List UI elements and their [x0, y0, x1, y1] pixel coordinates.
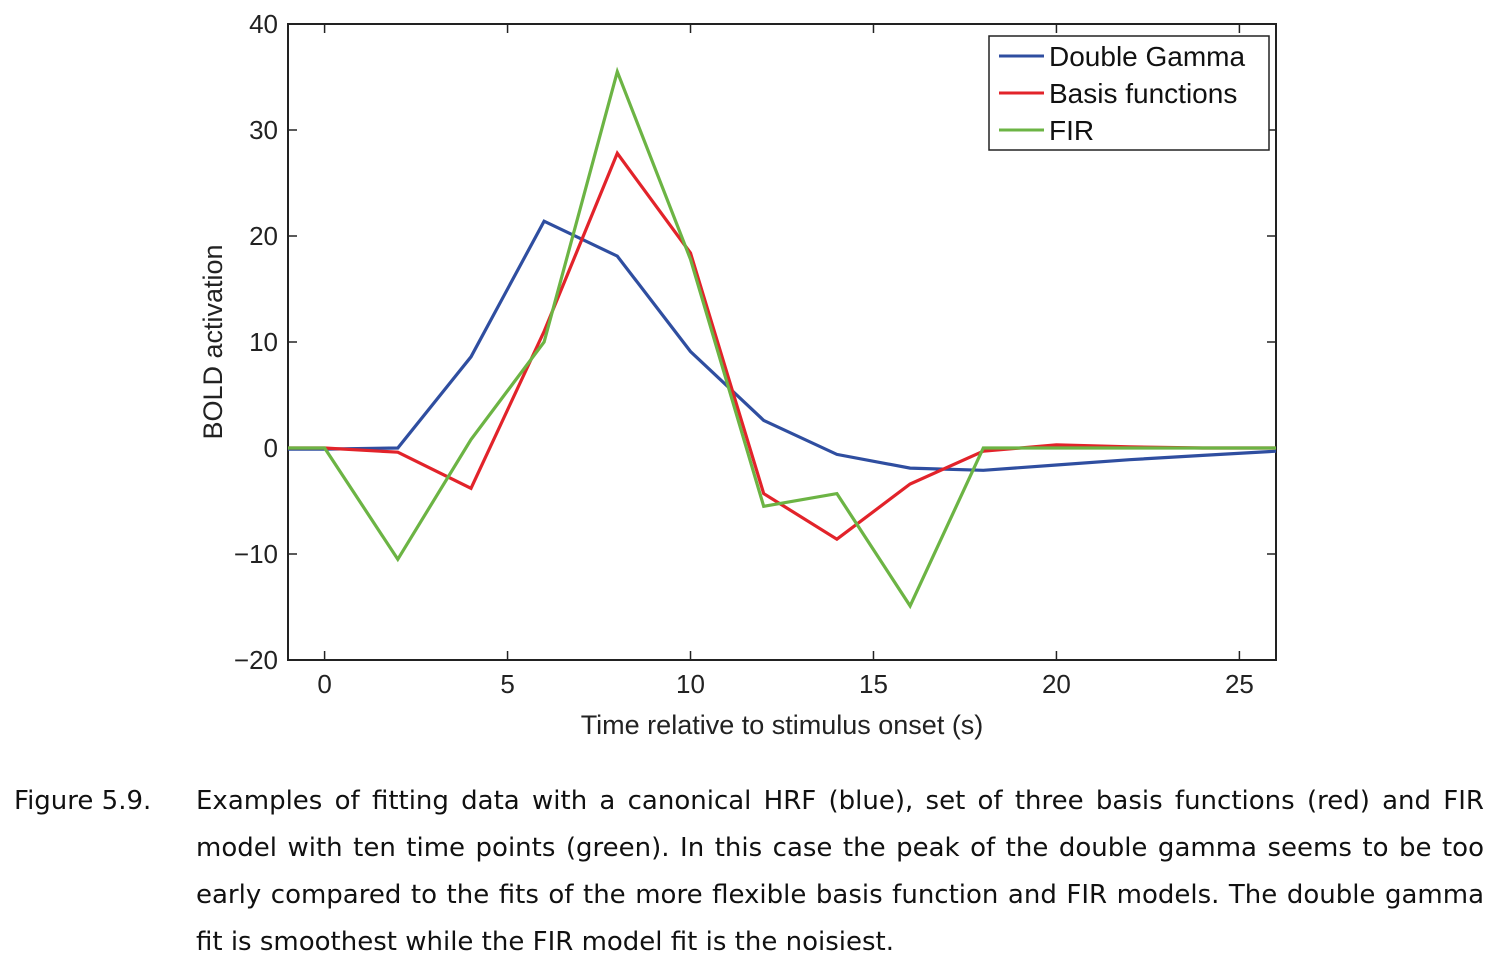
- axis-tick-labels: 0 5 10 15 20 25 −20 −10 0 10 20 30 40: [234, 9, 1254, 699]
- figure-caption: Figure 5.9. Examples of fitting data wit…: [14, 778, 1484, 966]
- x-tick-label: 25: [1225, 669, 1254, 699]
- y-axis-label: BOLD activation: [198, 244, 228, 439]
- legend-label-double-gamma: Double Gamma: [1049, 41, 1246, 72]
- series-line-double-gamma: [288, 219, 1277, 472]
- chart: 0 5 10 15 20 25 −20 −10 0 10 20 30 40 Time relative …: [198, 9, 1277, 740]
- series-line-fir: [288, 66, 1276, 610]
- x-tick-label: 0: [317, 669, 331, 699]
- legend: Double Gamma Basis functions FIR: [988, 35, 1270, 151]
- y-tick-label: 20: [249, 221, 278, 251]
- caption-text: Examples of fitting data with a canonica…: [196, 786, 1484, 957]
- y-tick-label: 40: [249, 9, 278, 39]
- y-tick-label: 30: [249, 115, 278, 145]
- x-axis-label: Time relative to stimulus onset (s): [581, 710, 984, 740]
- series-lines: [288, 66, 1277, 610]
- x-tick-label: 10: [676, 669, 705, 699]
- y-tick-label: 0: [264, 433, 278, 463]
- y-tick-label: 10: [249, 327, 278, 357]
- caption-label: Figure 5.9.: [14, 786, 152, 816]
- y-tick-label: −10: [234, 539, 278, 569]
- x-tick-label: 5: [500, 669, 514, 699]
- axis-ticks: [288, 23, 1276, 661]
- x-tick-label: 20: [1042, 669, 1071, 699]
- legend-label-fir: FIR: [1049, 115, 1094, 146]
- x-tick-label: 15: [859, 669, 888, 699]
- y-tick-label: −20: [234, 645, 278, 675]
- series-line-basis-functions: [288, 150, 1276, 542]
- legend-label-basis-functions: Basis functions: [1049, 78, 1237, 109]
